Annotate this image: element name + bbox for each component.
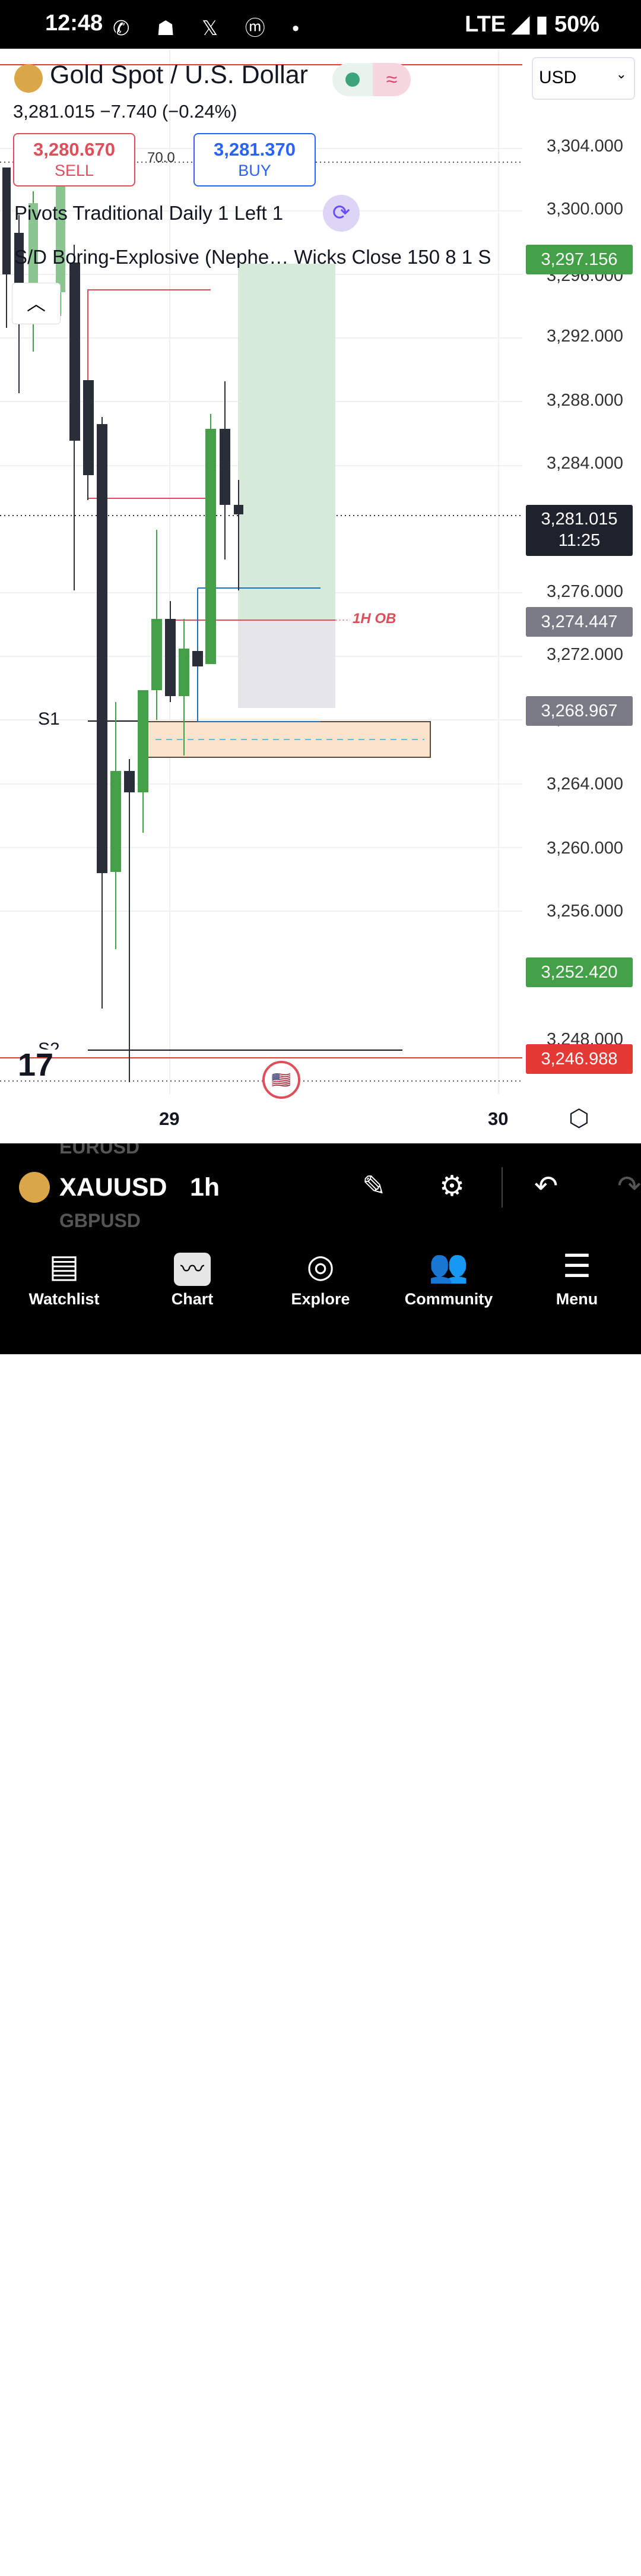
spread-value: 70.0 [147,150,175,166]
price-tick: 3,304.000 [546,137,623,156]
network-label: LTE [465,12,506,37]
chart-icon: 〰 [128,1243,256,1290]
price-tick: 3,288.000 [546,391,623,410]
symbol-scroll-prev[interactable]: EURUSD [59,1143,140,1158]
network-battery: LTE ◢ ▮ 50% [465,11,599,37]
chevron-up-icon[interactable]: ︿ [12,283,61,324]
green-dot-icon [345,72,360,87]
signal-icon: ◢ ▮ [512,12,554,37]
price-tick: 3,264.000 [546,775,623,794]
current-price-value: 3,281.015 [541,510,618,529]
bottom-navigation: ▤ Watchlist 〰 Chart ◎ Explore 👥 Communit… [0,1231,641,2576]
date-30: 30 [488,1108,509,1129]
nav-community[interactable]: 👥 Community [385,1243,513,1308]
gold-symbol-icon [19,1172,50,1203]
price-tag-green: 3,297.156 [526,245,633,274]
clock: 12:48 [45,11,103,36]
sell-label: SELL [54,162,94,179]
s1-label: S1 [38,709,60,729]
long-position-loss-zone [238,620,335,708]
current-price-tag: 3,281.015 11:25 [526,505,633,556]
nav-label: Explore [291,1290,350,1308]
buy-price: 3,281.370 [214,139,296,160]
currency-value: USD [539,68,577,87]
notification-icons: ✆ ☗ 𝕏 ⓜ • [113,17,310,40]
pencil-icon[interactable]: ✎ [362,1171,386,1202]
toolbar-divider [502,1167,503,1208]
price-tick: 3,272.000 [546,645,623,664]
people-icon: 👥 [429,1249,469,1284]
buy-button[interactable]: 3,281.370 BUY [193,133,316,187]
price-tick: 3,260.000 [546,839,623,858]
s2-label: S2 [38,1039,60,1059]
nav-menu[interactable]: ☰ Menu [513,1243,641,1308]
symbol-name[interactable]: XAUUSD [59,1173,167,1202]
indicator-supply-demand[interactable]: S/D Boring-Explosive (Nephe… Wicks Close… [14,246,491,268]
nav-label: Community [404,1290,493,1308]
chart-area[interactable]: Gold Spot / U.S. Dollar ≈ USD ⌄ 3,281.01… [0,49,641,1143]
nav-chart[interactable]: 〰 Chart [128,1243,256,1308]
nav-explore[interactable]: ◎ Explore [256,1243,385,1308]
nav-label: Watchlist [28,1290,100,1308]
settings-hex-icon[interactable]: ⬡ [569,1105,589,1131]
sell-price: 3,280.670 [33,139,115,160]
tradingview-logo: 17 [18,1047,54,1083]
chevron-down-icon: ⌄ [615,67,627,81]
date-29: 29 [159,1108,180,1129]
price-tag-red: 3,246.988 [526,1044,633,1074]
long-position-profit-zone [238,264,335,620]
price-tick: 3,284.000 [546,454,623,473]
price-tick: 3,292.000 [546,327,623,346]
battery-label: 50% [554,12,599,37]
price-chart[interactable] [0,49,641,1143]
price-tick: 3,300.000 [546,200,623,219]
currency-select[interactable]: USD ⌄ [532,57,635,100]
compass-icon: ◎ [306,1249,335,1284]
refresh-icon[interactable]: ⟳ [323,195,360,232]
nav-watchlist[interactable]: ▤ Watchlist [0,1243,128,1308]
gold-symbol-icon [14,64,43,93]
status-bar: 12:48 ✆ ☗ 𝕏 ⓜ • LTE ◢ ▮ 50% [0,0,641,49]
symbol-toolbar: EURUSD XAUUSD 1h GBPUSD ✎ ⚙ ↶ ↷ [0,1143,641,1231]
ob-label: 1H OB [353,611,396,627]
watchlist-icon: ▤ [49,1249,80,1284]
sell-button[interactable]: 3,280.670 SELL [13,133,135,187]
price-tag-gray: 3,274.447 [526,607,633,637]
nav-label: Chart [171,1290,214,1308]
price-tag-green: 3,252.420 [526,957,633,987]
nav-label: Menu [556,1290,598,1308]
price-change-line: 3,281.015 −7.740 (−0.24%) [13,101,237,122]
redo-icon[interactable]: ↷ [617,1171,641,1202]
home-indicator[interactable] [231,2570,410,2576]
wave-icon: ≈ [373,63,411,96]
us-flag-icon[interactable]: 🇺🇸 [262,1061,300,1099]
candles [2,167,243,1082]
undo-icon[interactable]: ↶ [534,1171,559,1202]
symbol-title[interactable]: Gold Spot / U.S. Dollar [50,61,308,89]
market-status-toggle[interactable]: ≈ [332,63,411,96]
sliders-icon[interactable]: ⚙ [439,1171,465,1202]
symbol-scroll-next[interactable]: GBPUSD [59,1210,141,1231]
price-tick: 3,276.000 [546,582,623,601]
menu-icon: ☰ [562,1249,592,1284]
price-tick: 3,256.000 [546,902,623,921]
buy-label: BUY [238,162,271,179]
indicator-pivots[interactable]: Pivots Traditional Daily 1 Left 1 [14,202,284,224]
timeframe-button[interactable]: 1h [190,1173,220,1202]
countdown-value: 11:25 [558,531,601,550]
price-tag-gray: 3,268.967 [526,696,633,726]
